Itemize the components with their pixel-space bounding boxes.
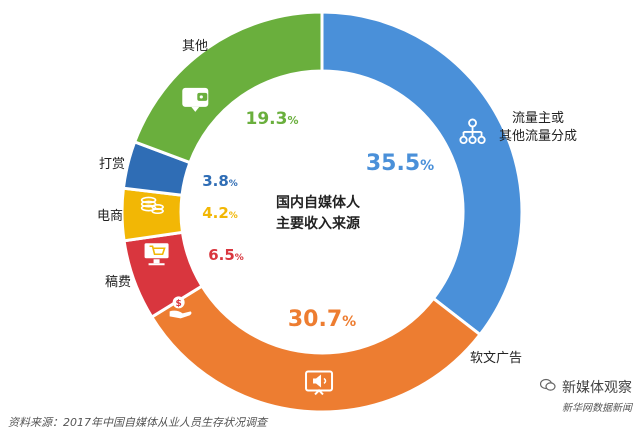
speaker-icon xyxy=(305,370,334,396)
donut-slice xyxy=(149,283,483,414)
donut-slice xyxy=(120,186,185,243)
series-label: 其他 xyxy=(182,39,208,54)
source-text: 资料来源：2017年中国自媒体从业人员生存状况调查 xyxy=(8,416,267,429)
brand-sub: 新华网数据新闻 xyxy=(562,403,632,414)
wechat-icon xyxy=(539,378,556,396)
coins-icon xyxy=(140,196,164,215)
money-hand-icon: $ xyxy=(169,296,192,319)
svg-text:$: $ xyxy=(176,299,182,309)
series-label: 流量主或其他流量分成 xyxy=(499,111,577,144)
value-label: 6.5% xyxy=(208,246,244,264)
series-label: 电商 xyxy=(97,209,123,224)
series-label: 软文广告 xyxy=(470,351,522,366)
brand-name: 新媒体观察 xyxy=(562,380,632,396)
cart-icon xyxy=(144,243,169,266)
donut-slice xyxy=(320,10,524,337)
value-label: 19.3% xyxy=(246,109,299,129)
value-label: 4.2% xyxy=(202,204,238,222)
series-label: 打赏 xyxy=(99,157,125,172)
wallet-icon xyxy=(182,87,209,112)
brand-block: 新媒体观察 新华网数据新闻 xyxy=(539,377,632,414)
series-label: 稿费 xyxy=(105,274,131,290)
source-note: 资料来源：2017年中国自媒体从业人员生存状况调查 xyxy=(8,414,267,430)
value-label: 35.5% xyxy=(366,151,434,176)
hierarchy-icon xyxy=(459,118,486,145)
donut-slice xyxy=(132,10,324,165)
chart-title: 国内自媒体人主要收入来源 xyxy=(276,194,361,232)
value-label: 3.8% xyxy=(202,172,238,190)
value-label: 30.7% xyxy=(288,307,356,332)
